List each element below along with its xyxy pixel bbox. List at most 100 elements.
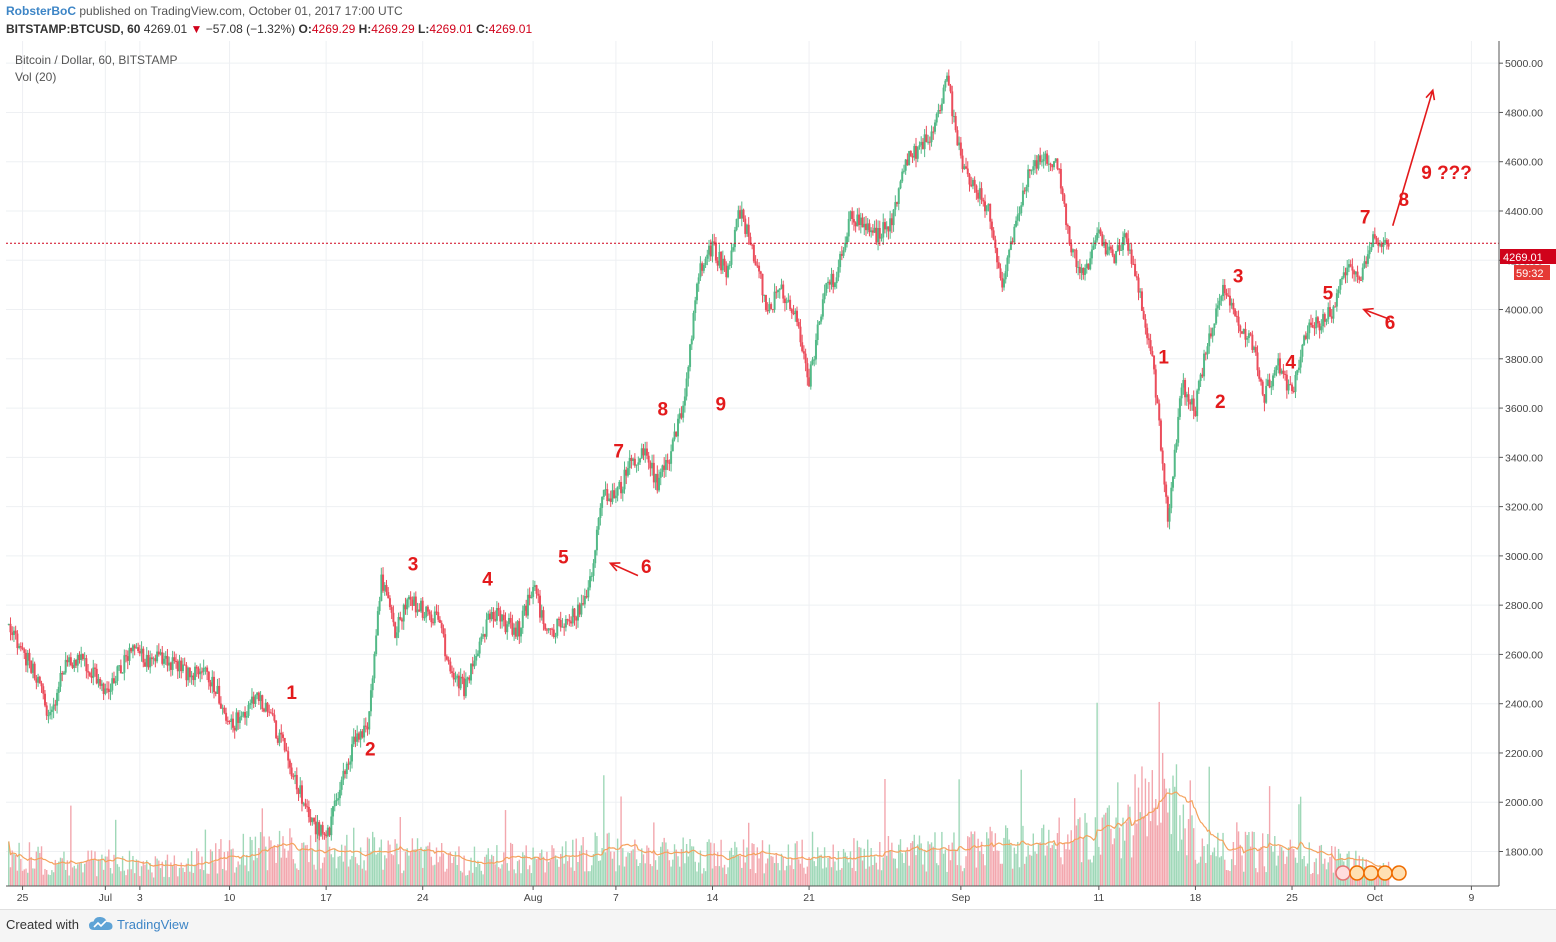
volume-bar bbox=[1082, 838, 1085, 886]
candle-body bbox=[1204, 353, 1207, 355]
candle-body bbox=[618, 481, 621, 487]
volume-bar bbox=[268, 836, 270, 886]
candle-body bbox=[242, 712, 245, 716]
candle-body bbox=[38, 676, 41, 684]
volume-bar bbox=[535, 859, 538, 886]
volume-bar bbox=[1144, 778, 1147, 886]
events-flags[interactable] bbox=[1335, 865, 1407, 881]
candle-body bbox=[102, 683, 105, 694]
candle-body bbox=[97, 678, 100, 684]
volume-bar bbox=[1111, 844, 1114, 886]
candle-body bbox=[344, 770, 347, 775]
candle-body bbox=[1090, 249, 1093, 259]
volume-bar bbox=[942, 853, 945, 886]
author-link[interactable]: RobsterBoC bbox=[6, 4, 77, 18]
volume-bar bbox=[494, 864, 496, 886]
volume-bar bbox=[754, 873, 757, 886]
time-tick-label: 7 bbox=[613, 892, 619, 904]
volume-bar bbox=[90, 850, 93, 886]
volume-bar bbox=[1137, 787, 1140, 886]
candle-body bbox=[288, 760, 291, 768]
volume-bar bbox=[856, 840, 859, 886]
volume-bar bbox=[1163, 778, 1166, 886]
volume-bar bbox=[1222, 832, 1224, 886]
volume-bar bbox=[744, 862, 746, 886]
volume-bar bbox=[758, 858, 760, 886]
candle-body bbox=[873, 227, 876, 233]
volume-bar bbox=[1317, 874, 1319, 886]
candle-body bbox=[571, 608, 574, 624]
price-tick-label: 3600.00 bbox=[1505, 403, 1543, 415]
candle-body bbox=[1216, 305, 1219, 309]
candle-body bbox=[1254, 347, 1257, 353]
candle-body bbox=[1163, 463, 1166, 485]
candle-body bbox=[1009, 241, 1012, 250]
candle-body bbox=[1373, 234, 1376, 239]
volume-bar bbox=[877, 869, 879, 886]
volume-bar bbox=[434, 864, 436, 886]
volume-bar bbox=[1098, 846, 1100, 886]
candle-body bbox=[1341, 277, 1344, 280]
symbol-label: BITSTAMP:BTCUSD, 60 bbox=[6, 22, 141, 36]
price-axis[interactable]: 1800.002000.002200.002400.002600.002800.… bbox=[1499, 58, 1543, 859]
candle-body bbox=[142, 648, 145, 663]
candle-body bbox=[357, 733, 360, 740]
tradingview-logo-icon[interactable] bbox=[88, 915, 114, 938]
volume-bar bbox=[80, 862, 82, 886]
volume-bar bbox=[1210, 855, 1212, 886]
volume-bar bbox=[223, 852, 226, 886]
volume-bar bbox=[1046, 845, 1048, 886]
candle-body bbox=[445, 656, 448, 660]
high-label: H: bbox=[358, 22, 372, 36]
volume-bar bbox=[1287, 847, 1290, 886]
candle-body bbox=[701, 263, 704, 271]
volume-bar bbox=[299, 848, 301, 886]
volume-bar bbox=[415, 849, 417, 886]
candle-body bbox=[749, 236, 752, 245]
candle-body bbox=[1239, 325, 1242, 332]
candle-body bbox=[185, 665, 188, 681]
volume-bar bbox=[680, 849, 683, 886]
volume-bar bbox=[484, 856, 486, 886]
price-tick-label: 4800.00 bbox=[1505, 107, 1543, 119]
volume-bar bbox=[720, 839, 722, 886]
candle-body bbox=[437, 612, 440, 620]
volume-bar bbox=[451, 863, 453, 886]
candle-body bbox=[447, 659, 450, 662]
candle-body bbox=[161, 652, 164, 664]
volume-bar bbox=[532, 847, 534, 886]
volume-bars bbox=[8, 701, 1390, 886]
volume-bar bbox=[1236, 822, 1238, 886]
candle-body bbox=[946, 75, 949, 81]
volume-bar bbox=[18, 842, 20, 886]
candle-body bbox=[835, 277, 838, 284]
candle-body bbox=[528, 594, 531, 599]
volume-bar bbox=[339, 855, 341, 886]
candle-body bbox=[1284, 373, 1287, 375]
volume-bar bbox=[958, 779, 960, 886]
volume-bar bbox=[1053, 842, 1055, 886]
volume-bar bbox=[982, 854, 984, 886]
volume-bar bbox=[673, 844, 676, 886]
candle-body bbox=[75, 659, 78, 666]
candle-body bbox=[1020, 205, 1023, 214]
volume-bar bbox=[1325, 869, 1328, 886]
tradingview-link[interactable]: TradingView bbox=[117, 917, 189, 932]
candle-body bbox=[1332, 306, 1335, 319]
candle-body bbox=[533, 585, 536, 588]
time-axis[interactable]: 25 Jul 3 10 17 24 Aug 7 14 21 Sep 11 18 25 Oct 9 bbox=[17, 886, 1475, 904]
volume-bar bbox=[359, 847, 362, 886]
volume-bar bbox=[182, 867, 184, 886]
wave-label: 9 bbox=[715, 395, 726, 416]
candle-body bbox=[249, 703, 252, 705]
volume-bar bbox=[1134, 774, 1136, 886]
volume-bar bbox=[332, 857, 334, 886]
volume-bar bbox=[171, 866, 174, 886]
volume-bar bbox=[718, 866, 721, 886]
volume-bar bbox=[422, 867, 424, 886]
volume-bar bbox=[1194, 859, 1197, 886]
volume-bar bbox=[485, 854, 488, 886]
candle-body bbox=[1344, 272, 1347, 276]
